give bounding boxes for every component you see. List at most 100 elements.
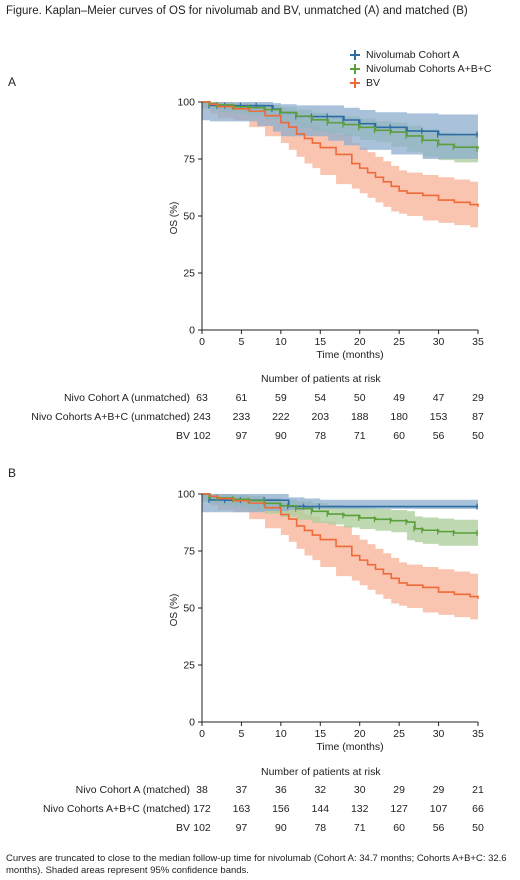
risk-cell-a-0-3: 54 xyxy=(314,392,327,404)
legend-label-bv: BV xyxy=(366,77,381,89)
x-tick-label-a-5: 25 xyxy=(393,336,405,348)
panel-label-b: B xyxy=(8,466,17,480)
risk-cell-b-2-7: 50 xyxy=(472,822,484,834)
risk-cell-a-0-5: 49 xyxy=(393,392,405,404)
risk-cell-a-0-0: 63 xyxy=(196,392,208,404)
x-tick-label-b-0: 0 xyxy=(199,728,205,740)
risk-row-label-a-0: Nivo Cohort A (unmatched) xyxy=(63,392,190,404)
risk-cell-a-2-5: 60 xyxy=(393,430,405,442)
y-tick-label-b-2: 50 xyxy=(183,603,195,615)
risk-cell-b-2-0: 102 xyxy=(193,822,211,834)
y-tick-label-a-4: 100 xyxy=(177,97,195,109)
survival-curve-a-2 xyxy=(202,101,479,207)
risk-cell-a-1-4: 188 xyxy=(350,411,369,423)
risk-cell-b-1-7: 66 xyxy=(472,803,484,815)
risk-cell-a-2-7: 50 xyxy=(472,430,484,442)
x-tick-label-a-6: 30 xyxy=(433,336,445,348)
x-tick-label-a-3: 15 xyxy=(314,336,326,348)
y-axis-label-b: OS (%) xyxy=(169,594,180,627)
y-tick-label-b-4: 100 xyxy=(177,489,195,501)
risk-cell-b-2-1: 97 xyxy=(235,822,248,834)
risk-cell-b-1-4: 132 xyxy=(350,803,369,815)
x-tick-label-b-4: 20 xyxy=(354,728,366,740)
y-tick-label-a-0: 0 xyxy=(189,325,195,337)
risk-cell-a-0-1: 61 xyxy=(235,392,248,404)
risk-cell-a-1-5: 180 xyxy=(390,411,408,423)
risk-cell-b-1-1: 163 xyxy=(232,803,251,815)
risk-cell-b-2-3: 78 xyxy=(314,822,327,834)
risk-cell-b-0-6: 29 xyxy=(432,784,445,796)
x-tick-label-b-1: 5 xyxy=(239,728,245,740)
risk-cell-b-2-2: 90 xyxy=(275,822,287,834)
risk-cell-a-2-2: 90 xyxy=(275,430,287,442)
legend-item-nivo-a: Nivolumab Cohort A xyxy=(350,48,491,62)
y-tick-label-b-3: 75 xyxy=(183,546,195,558)
risk-table-title-a: Number of patients at risk xyxy=(261,373,381,385)
risk-cell-b-0-1: 37 xyxy=(235,784,248,796)
legend-swatch-nivo-a xyxy=(350,50,360,60)
survival-curve-b-2 xyxy=(202,493,479,599)
x-tick-label-a-4: 20 xyxy=(354,336,366,348)
y-tick-label-a-2: 50 xyxy=(183,211,195,223)
risk-cell-b-2-6: 56 xyxy=(432,822,445,834)
risk-cell-a-1-1: 233 xyxy=(232,411,251,423)
x-tick-label-a-0: 0 xyxy=(199,336,205,348)
risk-cell-a-2-6: 56 xyxy=(432,430,445,442)
risk-cell-b-1-2: 156 xyxy=(272,803,290,815)
risk-cell-a-0-7: 29 xyxy=(472,392,484,404)
risk-row-label-b-1: Nivo Cohorts A+B+C (matched) xyxy=(42,803,190,815)
risk-cell-a-0-2: 59 xyxy=(275,392,287,404)
km-plot-b: 0 25 50 75 100 0 5 10 15 20 25 30 35 Time (months) OS … xyxy=(169,489,484,754)
y-tick-label-a-3: 75 xyxy=(183,154,195,166)
risk-cell-b-0-3: 32 xyxy=(314,784,327,796)
y-tick-label-a-1: 25 xyxy=(183,268,195,280)
risk-row-label-a-2: BV xyxy=(175,430,190,442)
y-axis-label-a: OS (%) xyxy=(169,202,180,235)
risk-cell-b-2-4: 71 xyxy=(353,822,366,834)
risk-cell-a-2-1: 97 xyxy=(235,430,248,442)
risk-cell-a-1-6: 153 xyxy=(429,411,448,423)
x-tick-label-b-2: 10 xyxy=(275,728,287,740)
risk-cell-b-0-5: 29 xyxy=(393,784,405,796)
x-tick-label-a-1: 5 xyxy=(239,336,245,348)
figure-title: Figure. Kaplan–Meier curves of OS for ni… xyxy=(6,5,468,17)
risk-cell-a-2-0: 102 xyxy=(193,430,211,442)
km-plot-a: 0 25 50 75 100 0 5 10 15 20 25 30 35 Time (months) OS … xyxy=(169,97,484,362)
risk-cell-a-1-3: 203 xyxy=(311,411,330,423)
risk-cell-b-1-6: 107 xyxy=(429,803,448,815)
risk-cell-b-0-7: 21 xyxy=(472,784,484,796)
risk-cell-b-1-0: 172 xyxy=(193,803,211,815)
risk-row-label-b-0: Nivo Cohort A (matched) xyxy=(75,784,190,796)
ci-band-b-2 xyxy=(202,494,478,620)
risk-row-label-b-2: BV xyxy=(175,822,190,834)
x-tick-label-a-7: 35 xyxy=(472,336,484,348)
legend-label-nivo-abc: Nivolumab Cohorts A+B+C xyxy=(366,63,492,75)
y-tick-label-b-0: 0 xyxy=(189,717,195,729)
x-tick-label-b-7: 35 xyxy=(472,728,484,740)
x-tick-label-a-2: 10 xyxy=(275,336,287,348)
risk-cell-b-1-3: 144 xyxy=(311,803,330,815)
footnote: Curves are truncated to close to the med… xyxy=(6,853,507,876)
risk-cell-a-1-7: 87 xyxy=(472,411,484,423)
ci-band-a-2 xyxy=(202,102,478,228)
x-axis-label-a: Time (months) xyxy=(316,349,383,361)
legend-item-nivo-abc: Nivolumab Cohorts A+B+C xyxy=(350,62,491,76)
risk-cell-a-0-6: 47 xyxy=(432,392,445,404)
legend: Nivolumab Cohort A Nivolumab Cohorts A+B… xyxy=(350,48,491,90)
panel-label-a: A xyxy=(8,75,17,89)
y-tick-label-b-1: 25 xyxy=(183,660,195,672)
risk-cell-a-1-0: 243 xyxy=(193,411,211,423)
x-axis-label-b: Time (months) xyxy=(316,741,383,753)
risk-table-title-b: Number of patients at risk xyxy=(261,766,381,778)
risk-cell-b-2-5: 60 xyxy=(393,822,405,834)
risk-cell-a-0-4: 50 xyxy=(353,392,366,404)
risk-cell-b-0-2: 36 xyxy=(275,784,287,796)
x-tick-label-b-6: 30 xyxy=(433,728,445,740)
legend-swatch-nivo-abc xyxy=(350,64,360,74)
legend-label-nivo-a: Nivolumab Cohort A xyxy=(366,49,460,61)
risk-row-label-a-1: Nivo Cohorts A+B+C (unmatched) xyxy=(31,411,190,423)
risk-cell-a-2-4: 71 xyxy=(353,430,366,442)
legend-item-bv: BV xyxy=(350,76,491,90)
x-tick-label-b-5: 25 xyxy=(393,728,405,740)
risk-cell-b-1-5: 127 xyxy=(390,803,408,815)
